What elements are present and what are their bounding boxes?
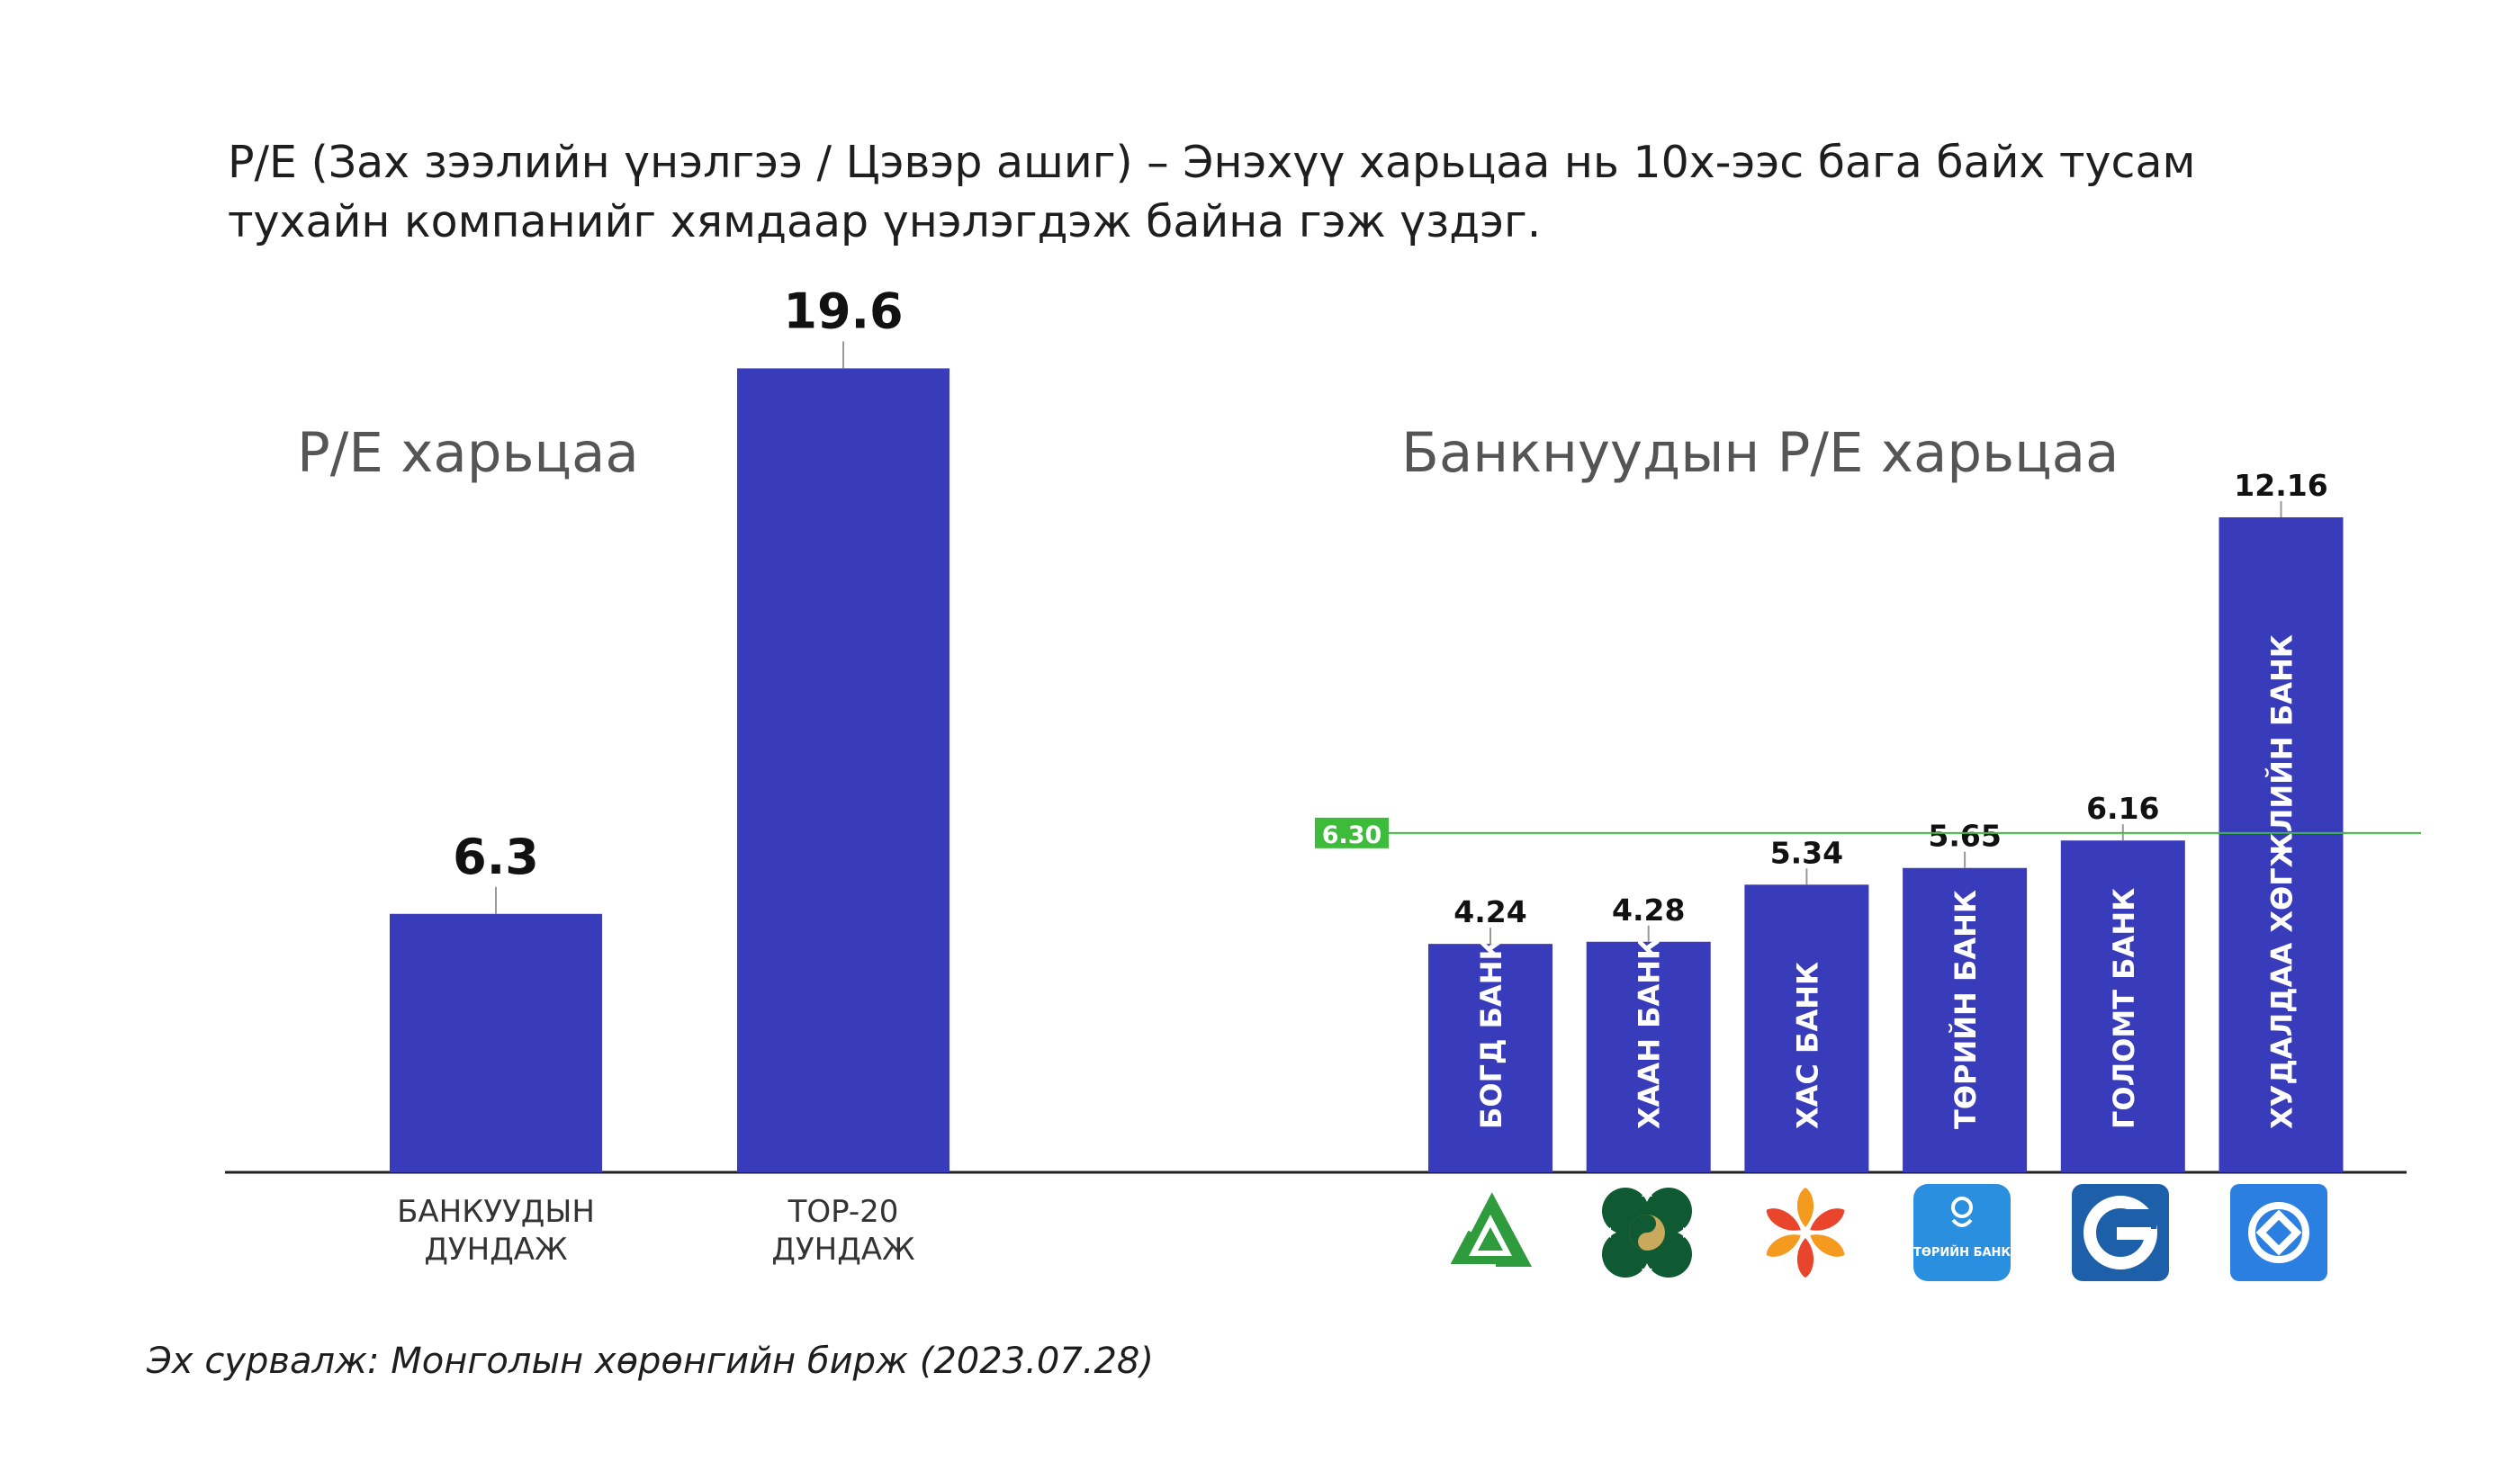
bar-value-label: 19.6 — [783, 283, 903, 339]
turiin-bank-logo-icon: ТӨРИЙН БАНК — [1913, 1184, 2011, 1281]
source-note: Эх сурвалж: Монголын хөрөнгийн бирж (202… — [147, 1341, 1154, 1382]
intro-line-2: тухайн компанийг хямдаар үнэлэгдэж байна… — [228, 196, 1542, 247]
bank-bar-2 — [1744, 884, 1869, 1172]
right-chart-title: Банкнуудын P/E харьцаа — [1401, 421, 2120, 485]
turiin-bank-logo-text: ТӨРИЙН БАНК — [1913, 1245, 2011, 1260]
x-tick-label: TOP-20 — [788, 1194, 899, 1230]
bank-bar-4 — [2060, 840, 2185, 1172]
bank-value-label: 6.16 — [2086, 791, 2159, 826]
bar-value-label: 6.3 — [453, 829, 539, 885]
bank-value-label: 4.28 — [1612, 892, 1685, 928]
bank-bar-1 — [1586, 941, 1711, 1172]
reference-label: 6.30 — [1322, 821, 1382, 849]
bank-name-label: ХУДАЛДАА ХӨГЖЛИЙН БАНК — [2265, 634, 2300, 1129]
intro-text: P/E (Зах зээлийн үнэлгээ / Цэвэр ашиг) –… — [228, 133, 2406, 252]
reference-label-box — [1315, 817, 1389, 848]
left-chart-title: P/E харьцаа — [297, 421, 639, 485]
bank-value-label: 5.65 — [1928, 819, 2001, 854]
bank-value-label: 5.34 — [1770, 835, 1843, 870]
x-tick-label: БАНКУУДЫН — [397, 1194, 595, 1230]
bank-bar-5 — [2218, 517, 2344, 1172]
bank-name-label: БОГД БАНК — [1474, 937, 1508, 1129]
bank-name-label: ХАС БАНК — [1790, 962, 1824, 1129]
bank-value-label: 4.24 — [1454, 894, 1526, 929]
bank-value-label: 12.16 — [2234, 468, 2327, 503]
intro-line-1: P/E (Зах зээлийн үнэлгээ / Цэвэр ашиг) –… — [228, 137, 2196, 188]
x-tick-label: ДУНДАЖ — [424, 1232, 567, 1268]
bank-name-label: ГОЛОМТ БАНК — [2107, 888, 2141, 1129]
bar-0 — [390, 913, 602, 1172]
x-tick-label: ДУНДАЖ — [771, 1232, 914, 1268]
golomt-bank-logo-icon — [2072, 1184, 2169, 1281]
bar-1 — [737, 368, 950, 1172]
bank-name-label: ТӨРИЙН БАНК — [1948, 890, 1983, 1129]
bank-bar-3 — [1903, 867, 2028, 1172]
bank-name-label: ХААН БАНК — [1633, 937, 1667, 1129]
bank-bar-0 — [1428, 944, 1552, 1172]
khan-bank-logo-icon — [1598, 1184, 1696, 1281]
xac-bank-logo-icon — [1757, 1184, 1854, 1281]
bogd-bank-logo-icon — [1442, 1184, 1539, 1281]
tdb-logo-icon — [2230, 1184, 2327, 1281]
